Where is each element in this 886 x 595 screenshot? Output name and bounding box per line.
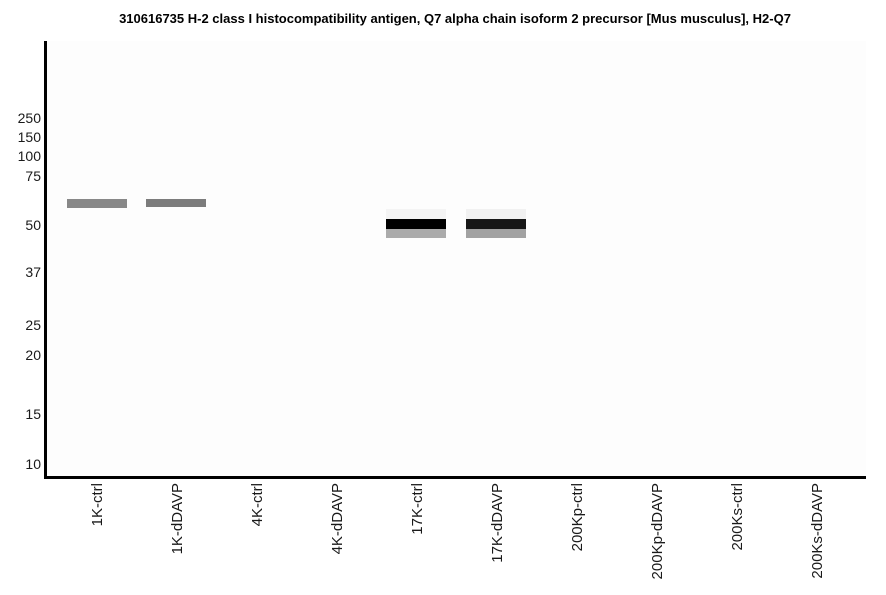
lane-label-17K-ctrl: 17K-ctrl: [409, 483, 426, 535]
band-strip: [386, 229, 446, 238]
band-strip: [466, 209, 526, 219]
y-tick-label-75: 75: [25, 168, 41, 184]
y-tick-label-15: 15: [25, 406, 41, 422]
y-tick-label-150: 150: [17, 129, 41, 145]
lane-label-17K-dDAVP: 17K-dDAVP: [489, 483, 506, 563]
y-tick-label-25: 25: [25, 317, 41, 333]
band-strip: [146, 199, 206, 207]
figure-title: 310616735 H-2 class I histocompatibility…: [119, 11, 791, 26]
lane-label-4K-ctrl: 4K-ctrl: [249, 483, 266, 527]
lane-label-200Ks-ctrl: 200Ks-ctrl: [729, 483, 746, 551]
band-strip: [466, 229, 526, 238]
band-strip: [386, 209, 446, 219]
plot-area: [46, 41, 866, 477]
lane-label-1K-dDAVP: 1K-dDAVP: [169, 483, 186, 555]
band-strip: [386, 219, 446, 229]
y-tick-label-20: 20: [25, 347, 41, 363]
lane-label-200Kp-dDAVP: 200Kp-dDAVP: [649, 483, 666, 580]
y-tick-label-250: 250: [17, 110, 41, 126]
lane-label-1K-ctrl: 1K-ctrl: [89, 483, 106, 527]
band-strip: [466, 219, 526, 229]
band-1K-dDAVP: [146, 199, 206, 207]
band-1K-ctrl: [67, 199, 127, 208]
band-17K-dDAVP: [466, 209, 526, 238]
x-axis-line: [44, 476, 866, 479]
lane-label-200Ks-dDAVP: 200Ks-dDAVP: [809, 483, 826, 579]
band-strip: [67, 199, 127, 208]
band-17K-ctrl: [386, 209, 446, 238]
y-tick-label-10: 10: [25, 456, 41, 472]
lane-label-200Kp-ctrl: 200Kp-ctrl: [569, 483, 586, 552]
lane-label-4K-dDAVP: 4K-dDAVP: [329, 483, 346, 555]
y-tick-label-100: 100: [17, 148, 41, 164]
y-axis-line: [44, 41, 47, 479]
y-tick-label-37: 37: [25, 264, 41, 280]
y-tick-label-50: 50: [25, 217, 41, 233]
